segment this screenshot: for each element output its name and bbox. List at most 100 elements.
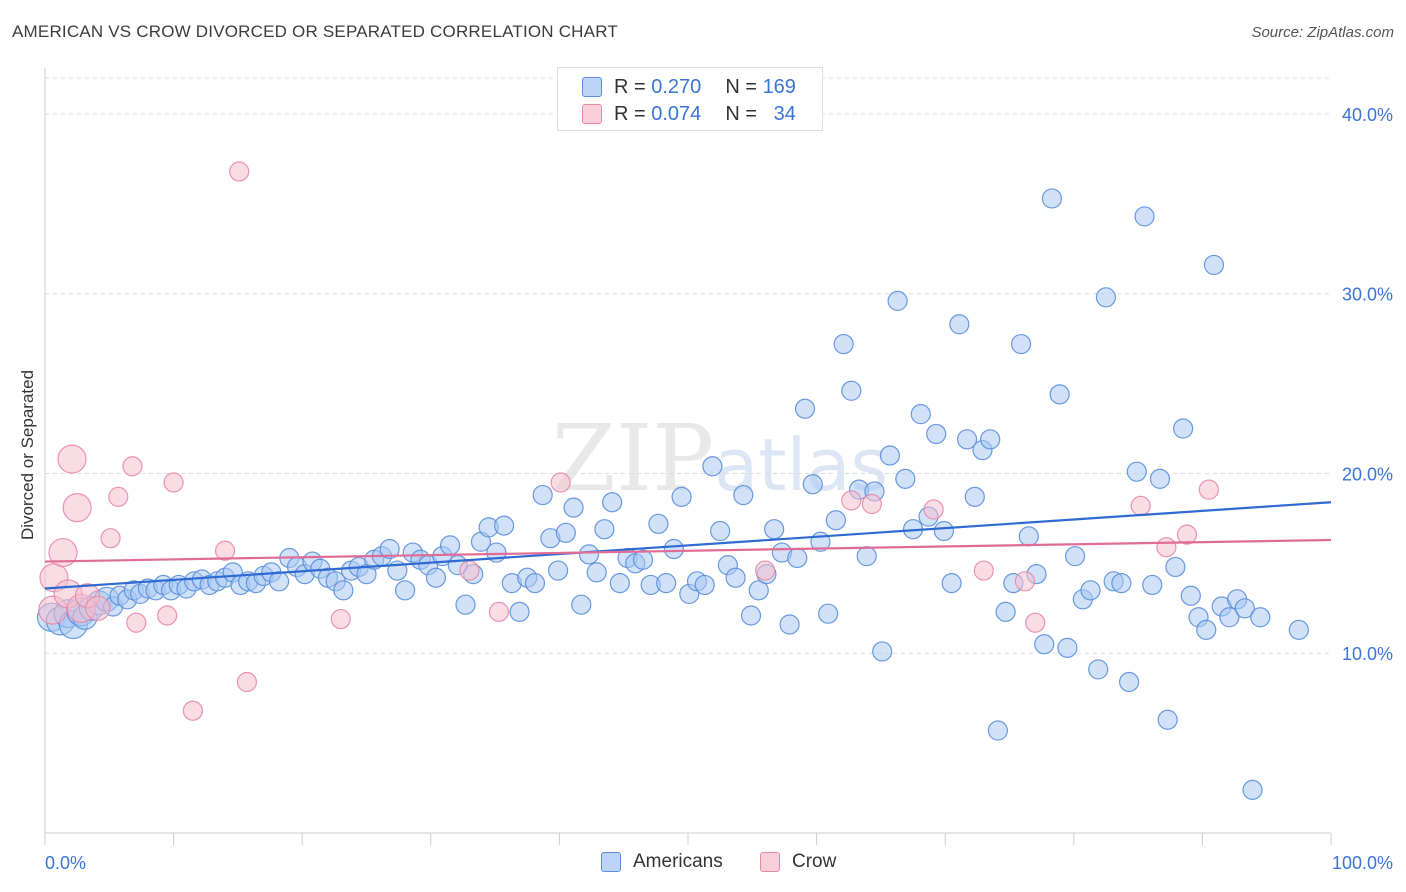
americans-trend-line: [44, 501, 1332, 590]
americans-point: [1180, 585, 1201, 606]
crow-point: [973, 560, 994, 581]
americans-points: [36, 188, 1309, 800]
watermark: ZIPatlas: [552, 405, 888, 512]
crow-point: [861, 493, 882, 515]
crow-swatch: [760, 852, 780, 872]
americans-point: [671, 486, 692, 507]
americans-point: [1057, 637, 1078, 658]
americans-point: [856, 546, 877, 567]
americans-point: [872, 641, 893, 662]
crow-point: [126, 612, 147, 633]
americans-point: [987, 720, 1009, 741]
americans-r-value: 0.270: [651, 75, 702, 98]
r-label: R =: [614, 75, 646, 98]
americans-point: [563, 497, 584, 518]
americans-point: [1165, 556, 1186, 578]
americans-point: [394, 580, 416, 601]
americans-point: [802, 474, 823, 495]
americans-point: [555, 522, 576, 543]
r-label: R =: [614, 102, 646, 125]
legend-row-crow: R = 0.074 N = 34: [582, 101, 796, 127]
americans-point: [1126, 461, 1147, 482]
americans-point: [740, 605, 762, 626]
americans-point: [439, 535, 461, 556]
americans-point: [833, 333, 854, 355]
trend-lines: [44, 501, 1332, 590]
source-credit: Source: ZipAtlas.com: [1251, 24, 1394, 41]
americans-point: [949, 314, 970, 335]
americans-point: [725, 567, 746, 588]
axes: [44, 68, 1332, 845]
americans-point: [694, 574, 715, 596]
y-tick-label: 30.0%: [1342, 285, 1393, 305]
n-label: N =: [725, 102, 757, 125]
americans-point: [710, 520, 731, 542]
americans-point: [268, 571, 290, 592]
chart-title: AMERICAN VS CROW DIVORCED OR SEPARATED C…: [12, 22, 618, 41]
crow-point: [182, 700, 203, 721]
americans-point: [933, 520, 955, 542]
americans-point: [818, 603, 839, 624]
crow-n-value: 34: [773, 102, 796, 125]
americans-point: [1095, 287, 1117, 308]
americans-point: [964, 486, 985, 507]
americans-point: [980, 429, 1001, 450]
y-tick-label: 40.0%: [1342, 105, 1393, 125]
americans-point: [609, 573, 630, 594]
tick-labels: 10.0% 20.0% 30.0% 40.0% 0.0% 100.0%: [45, 105, 1393, 873]
americans-point: [926, 423, 947, 445]
crow-point: [157, 605, 178, 626]
americans-point: [1111, 573, 1132, 594]
crow-point: [459, 560, 480, 581]
x-tick-label-max: 100.0%: [1332, 853, 1393, 873]
legend-label-crow: Crow: [792, 851, 837, 872]
americans-point: [1196, 619, 1217, 640]
americans-point: [1157, 709, 1178, 730]
crow-point: [62, 493, 92, 523]
crow-point: [236, 671, 258, 693]
legend-label-americans: Americans: [633, 851, 723, 872]
americans-point: [632, 549, 654, 570]
crow-point: [488, 601, 510, 622]
crow-point: [108, 486, 129, 507]
americans-point: [1049, 384, 1070, 405]
americans-point: [656, 573, 677, 594]
americans-point: [524, 573, 546, 594]
y-tick-label: 20.0%: [1342, 464, 1393, 484]
series-legend: Americans Crow: [0, 851, 1406, 877]
americans-point: [602, 492, 623, 513]
crow-point: [1176, 524, 1198, 545]
crow-point: [1130, 495, 1151, 516]
n-label: N =: [725, 75, 757, 98]
americans-point: [1010, 333, 1032, 355]
americans-point: [594, 519, 615, 540]
americans-point: [1064, 546, 1086, 567]
americans-point: [887, 290, 908, 312]
americans-point: [578, 544, 600, 565]
crow-point: [1025, 612, 1046, 633]
crow-point: [923, 499, 944, 520]
americans-point: [532, 484, 553, 506]
americans-point: [733, 484, 754, 506]
legend-item-americans[interactable]: Americans: [601, 851, 723, 873]
americans-point: [779, 614, 800, 635]
legend-item-crow[interactable]: Crow: [760, 851, 836, 873]
americans-point: [425, 567, 447, 588]
americans-point: [748, 580, 769, 601]
americans-point: [494, 515, 515, 536]
americans-point: [648, 513, 669, 534]
americans-point: [1034, 634, 1055, 655]
americans-point: [841, 380, 862, 401]
americans-point: [910, 404, 931, 425]
americans-point: [1234, 598, 1255, 619]
americans-point: [1018, 526, 1039, 547]
crow-point: [100, 528, 121, 549]
americans-point: [571, 594, 592, 615]
crow-point: [841, 490, 862, 511]
americans-point: [956, 429, 978, 450]
americans-point: [1118, 671, 1140, 693]
crow-point: [163, 472, 184, 493]
watermark-text: ZIPatlas: [552, 405, 888, 512]
crow-points: [38, 161, 1219, 721]
